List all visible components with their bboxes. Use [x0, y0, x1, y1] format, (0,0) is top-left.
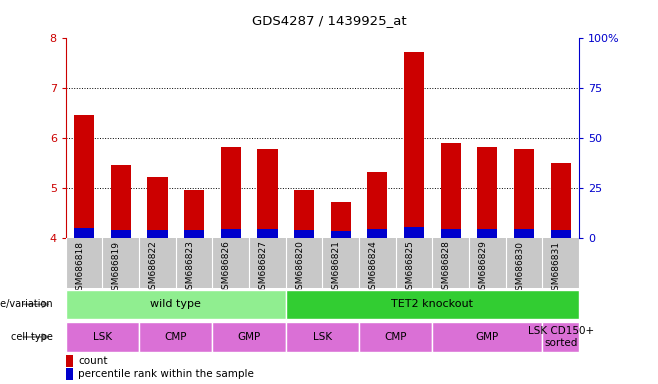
Text: GSM686830: GSM686830 — [515, 240, 524, 296]
Bar — [220, 229, 241, 238]
Bar — [184, 230, 204, 238]
Text: GSM686831: GSM686831 — [551, 240, 561, 296]
Bar — [367, 229, 388, 238]
Text: count: count — [78, 356, 108, 366]
Text: GMP: GMP — [238, 332, 261, 342]
Bar — [111, 165, 131, 238]
Bar — [294, 230, 314, 238]
Bar — [514, 229, 534, 238]
Text: GSM686820: GSM686820 — [295, 240, 304, 295]
Bar — [147, 177, 168, 238]
Bar — [404, 52, 424, 238]
Text: GMP: GMP — [476, 332, 499, 342]
Text: LSK: LSK — [93, 332, 112, 342]
Bar — [477, 229, 497, 238]
Text: GSM686821: GSM686821 — [332, 240, 341, 295]
Text: GSM686818: GSM686818 — [75, 240, 84, 296]
Bar — [477, 147, 497, 238]
Text: CMP: CMP — [164, 332, 187, 342]
Text: CMP: CMP — [384, 332, 407, 342]
Bar — [514, 149, 534, 238]
Text: GSM686828: GSM686828 — [442, 240, 451, 295]
Text: GSM686827: GSM686827 — [259, 240, 267, 295]
Bar — [184, 190, 204, 238]
Bar — [331, 231, 351, 238]
Text: LSK CD150+
sorted: LSK CD150+ sorted — [528, 326, 594, 348]
Text: GSM686822: GSM686822 — [149, 240, 157, 295]
Text: GSM686823: GSM686823 — [185, 240, 194, 295]
Bar — [66, 368, 74, 380]
Bar — [257, 229, 278, 238]
Bar — [147, 230, 168, 238]
Bar — [66, 355, 74, 367]
Bar — [441, 229, 461, 238]
Bar — [220, 147, 241, 238]
Text: genotype/variation: genotype/variation — [0, 299, 53, 310]
Bar — [551, 163, 570, 238]
Bar — [139, 322, 213, 352]
Text: TET2 knockout: TET2 knockout — [392, 299, 473, 310]
Text: GDS4287 / 1439925_at: GDS4287 / 1439925_at — [252, 14, 406, 27]
Bar — [432, 322, 542, 352]
Bar — [286, 322, 359, 352]
Text: GSM686825: GSM686825 — [405, 240, 414, 295]
Text: GSM686826: GSM686826 — [222, 240, 231, 295]
Text: GSM686819: GSM686819 — [112, 240, 121, 296]
Bar — [404, 227, 424, 238]
Bar — [367, 172, 388, 238]
Bar — [551, 230, 570, 238]
Bar — [542, 322, 579, 352]
Bar — [111, 230, 131, 238]
Bar — [441, 143, 461, 238]
Bar — [331, 202, 351, 238]
Text: wild type: wild type — [150, 299, 201, 310]
Bar — [74, 228, 94, 238]
Bar — [66, 238, 579, 288]
Text: GSM686824: GSM686824 — [368, 240, 378, 295]
Bar — [213, 322, 286, 352]
Text: GSM686829: GSM686829 — [478, 240, 488, 295]
Bar — [257, 149, 278, 238]
Text: LSK: LSK — [313, 332, 332, 342]
Bar — [286, 290, 579, 319]
Bar — [294, 190, 314, 238]
Text: cell type: cell type — [11, 332, 53, 342]
Bar — [74, 115, 94, 238]
Bar — [66, 290, 286, 319]
Text: percentile rank within the sample: percentile rank within the sample — [78, 369, 254, 379]
Bar — [66, 322, 139, 352]
Bar — [359, 322, 432, 352]
